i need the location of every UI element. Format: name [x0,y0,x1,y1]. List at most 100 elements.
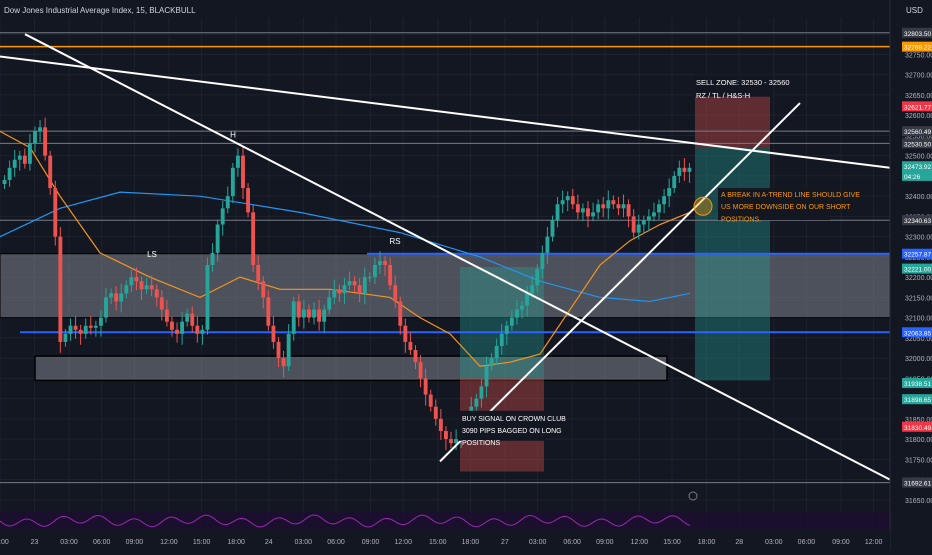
price-tag [902,394,932,405]
candle-body [215,224,220,253]
y-tick-label: 32300.00 [905,235,932,242]
x-tick-label: 06:00 [563,539,581,546]
candle-body [200,329,205,334]
candle-body [180,321,185,334]
moving-average-blue [0,191,691,303]
candle-body [164,309,169,322]
price-tag [902,215,932,226]
candle-body [682,167,687,172]
candle-body [357,285,362,294]
short-profit-box [695,147,770,381]
candle-body [550,220,555,237]
candle-body [68,325,73,334]
price-tag-label: 31938.51 [904,381,931,388]
candle-body [479,386,484,399]
candle-body [104,297,108,318]
candle-body [540,252,545,270]
candle-body [509,317,514,326]
candle-body [413,350,418,363]
candle-body [129,277,134,286]
candle-body [225,196,230,209]
candle-body [652,212,656,217]
candle-body [474,398,479,407]
candle-body [423,378,428,395]
y-tick-label: 32550.00 [905,133,932,140]
x-tick-label: 12:00 [865,539,883,546]
candle-body [43,127,48,156]
candle-body [580,208,585,213]
candle-body [241,155,245,189]
y-tick-label: 31650.00 [905,498,932,505]
x-tick-label: 27 [501,539,509,546]
candle-body [611,200,616,205]
candle-body [535,269,540,286]
candle-body [388,265,393,286]
candle-body [235,155,240,168]
trend-break-marker [693,196,713,216]
candle-layer [2,117,692,451]
price-tag [902,126,932,137]
candle-body [504,325,509,334]
price-tag [902,263,932,274]
price-tag [902,170,932,181]
price-tag [902,27,932,38]
candle-body [601,204,606,209]
buy-signal-line1: BUY SIGNAL ON CROWN CLUB [462,416,566,423]
candle-body [149,285,154,290]
x-tick-label: 03:00 [295,539,313,546]
candle-body [586,208,590,217]
x-tick-label: 09:00 [596,539,614,546]
y-tick-label: 32750.00 [905,52,932,59]
x-tick-label: 09:00 [362,539,380,546]
candle-body [195,325,200,334]
y-tick-label: 32400.00 [905,194,932,201]
candle-body [646,216,651,221]
oscillator-line [0,514,691,528]
x-tick-label: 03:00 [765,539,783,546]
price-tag-label: 32340.63 [904,218,931,225]
candle-body [555,204,560,221]
candle-body [190,313,195,326]
y-tick-label: 32000.00 [905,356,932,363]
candle-body [114,293,119,302]
price-tag-label: 32560.49 [904,129,931,136]
level-layer [0,32,890,484]
candle-body [515,309,519,318]
currency-label: USD [906,6,923,15]
candle-body [362,277,367,294]
x-tick-label: 03:00 [529,539,547,546]
candle-body [372,265,377,278]
candle-body [545,236,550,253]
candle-body [667,188,672,197]
candle-body [119,293,124,302]
candle-body [266,297,271,326]
candle-body [438,418,443,432]
candle-body [124,285,129,294]
candle-body [393,285,398,302]
candle-body [418,362,423,379]
candle-body [281,358,286,367]
y-tick-label: 32050.00 [905,336,932,343]
candle-body [337,289,342,294]
price-tag-label: 31898.65 [904,397,931,404]
candle-body [443,431,448,440]
price-tag-label: 32257.87 [904,252,931,259]
candle-body [591,212,596,217]
candle-body [687,167,692,172]
candle-body [2,179,7,185]
price-tag [902,477,932,488]
candle-body [175,329,179,334]
candle-body [139,281,144,290]
y-tick-label: 32700.00 [905,73,932,80]
x-tick-label: 28 [735,539,743,546]
candle-body [621,204,626,209]
descending-trendline-upper [0,55,891,169]
price-tag [902,378,932,389]
candle-body [7,167,12,180]
candle-body [109,293,114,298]
candle-body [494,345,499,359]
candle-body [631,216,636,233]
